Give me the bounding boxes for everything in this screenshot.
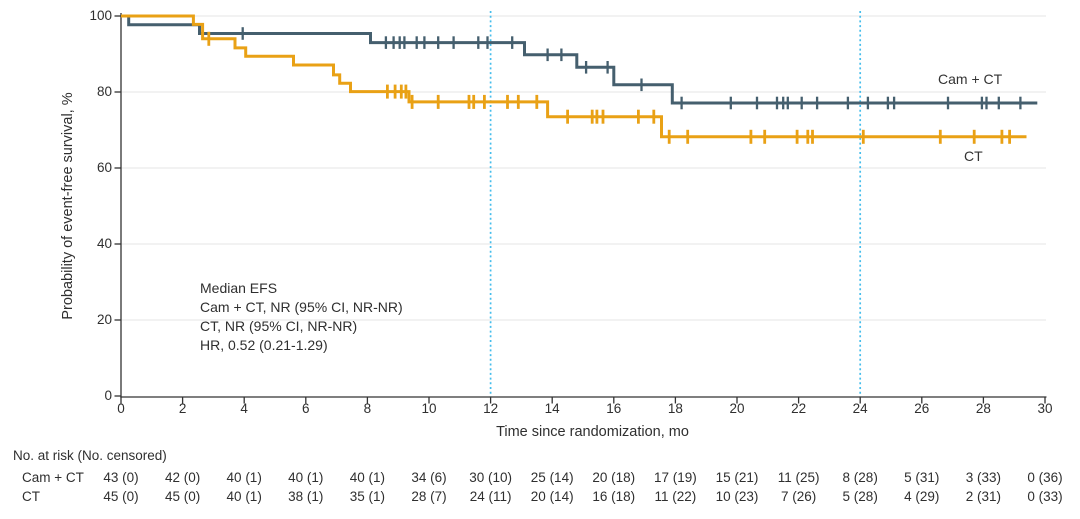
y-tick-label: 80 xyxy=(96,84,112,99)
y-axis-title: Probability of event-free survival, % xyxy=(60,92,76,320)
risk-cell: 11 (25) xyxy=(777,470,820,485)
km-curve-ct xyxy=(121,14,1027,139)
risk-cell: 0 (36) xyxy=(1027,470,1063,485)
risk-cell: 24 (11) xyxy=(469,489,512,504)
x-tick-label: 6 xyxy=(302,401,310,416)
km-curve-cam-ct xyxy=(121,14,1038,105)
risk-cell: 45 (0) xyxy=(164,489,201,504)
annotation-line-ct: CT, NR (95% CI, NR-NR) xyxy=(200,318,358,334)
risk-cell: 30 (10) xyxy=(469,470,512,485)
risk-table-header: No. at risk (No. censored) xyxy=(13,448,167,463)
x-tick-label: 4 xyxy=(240,401,248,416)
x-axis-title: Time since randomization, mo xyxy=(496,424,689,440)
risk-cell: 43 (0) xyxy=(103,470,139,485)
x-tick-label: 0 xyxy=(117,401,125,416)
risk-cell: 4 (29) xyxy=(904,489,940,504)
x-tick-label: 12 xyxy=(483,401,499,416)
x-tick-label: 26 xyxy=(914,401,930,416)
x-tick-label: 18 xyxy=(667,401,683,416)
risk-cell: 40 (1) xyxy=(226,470,262,485)
risk-cell: 35 (1) xyxy=(349,489,386,504)
y-tick-label: 60 xyxy=(96,160,112,175)
y-tick-label: 20 xyxy=(96,312,112,327)
risk-cell: 42 (0) xyxy=(164,470,201,485)
risk-cell: 15 (21) xyxy=(715,470,759,485)
risk-row-label: CT xyxy=(22,489,40,504)
risk-cell: 20 (18) xyxy=(592,470,636,485)
x-tick-label: 22 xyxy=(791,401,807,416)
x-tick-label: 2 xyxy=(178,401,187,416)
risk-cell: 3 (33) xyxy=(965,470,1002,485)
risk-cell: 28 (7) xyxy=(411,489,447,504)
annotation-line-cam-ct: Cam + CT, NR (95% CI, NR-NR) xyxy=(200,299,403,315)
x-tick-label: 10 xyxy=(421,401,437,416)
risk-cell: 8 (28) xyxy=(842,470,878,485)
risk-cell: 40 (1) xyxy=(349,470,386,485)
y-tick-label: 100 xyxy=(89,8,112,23)
x-tick-label: 20 xyxy=(729,401,745,416)
y-tick-label: 0 xyxy=(104,388,112,403)
risk-cell: 38 (1) xyxy=(288,489,324,504)
x-tick-label: 8 xyxy=(363,401,372,416)
risk-cell: 11 (22) xyxy=(654,489,697,504)
x-tick-label: 14 xyxy=(544,401,560,416)
risk-cell: 5 (31) xyxy=(904,470,940,485)
series-label-cam-ct: Cam + CT xyxy=(938,71,1003,87)
risk-cell: 7 (26) xyxy=(780,489,817,504)
risk-cell: 40 (1) xyxy=(226,489,262,504)
risk-row-label: Cam + CT xyxy=(22,470,84,485)
x-tick-label: 24 xyxy=(852,401,868,416)
risk-cell: 2 (31) xyxy=(965,489,1002,504)
risk-cell: 5 (28) xyxy=(842,489,878,504)
series-label-ct: CT xyxy=(964,148,983,164)
median-efs-annotation: Median EFS Cam + CT, NR (95% CI, NR-NR) … xyxy=(200,279,403,355)
risk-cell: 10 (23) xyxy=(715,489,759,504)
risk-cell: 40 (1) xyxy=(288,470,324,485)
risk-cell: 45 (0) xyxy=(103,489,139,504)
x-tick-label: 16 xyxy=(606,401,622,416)
risk-cell: 20 (14) xyxy=(530,489,574,504)
annotation-line-hr: HR, 0.52 (0.21-1.29) xyxy=(200,337,328,353)
y-tick-label: 40 xyxy=(96,236,112,251)
x-tick-label: 30 xyxy=(1037,401,1053,416)
annotation-line-title: Median EFS xyxy=(200,280,278,296)
x-tick-label: 28 xyxy=(975,401,991,416)
risk-cell: 17 (19) xyxy=(654,470,697,485)
risk-cell: 16 (18) xyxy=(592,489,636,504)
risk-cell: 25 (14) xyxy=(530,470,574,485)
risk-cell: 0 (33) xyxy=(1027,489,1063,504)
risk-cell: 34 (6) xyxy=(411,470,447,485)
